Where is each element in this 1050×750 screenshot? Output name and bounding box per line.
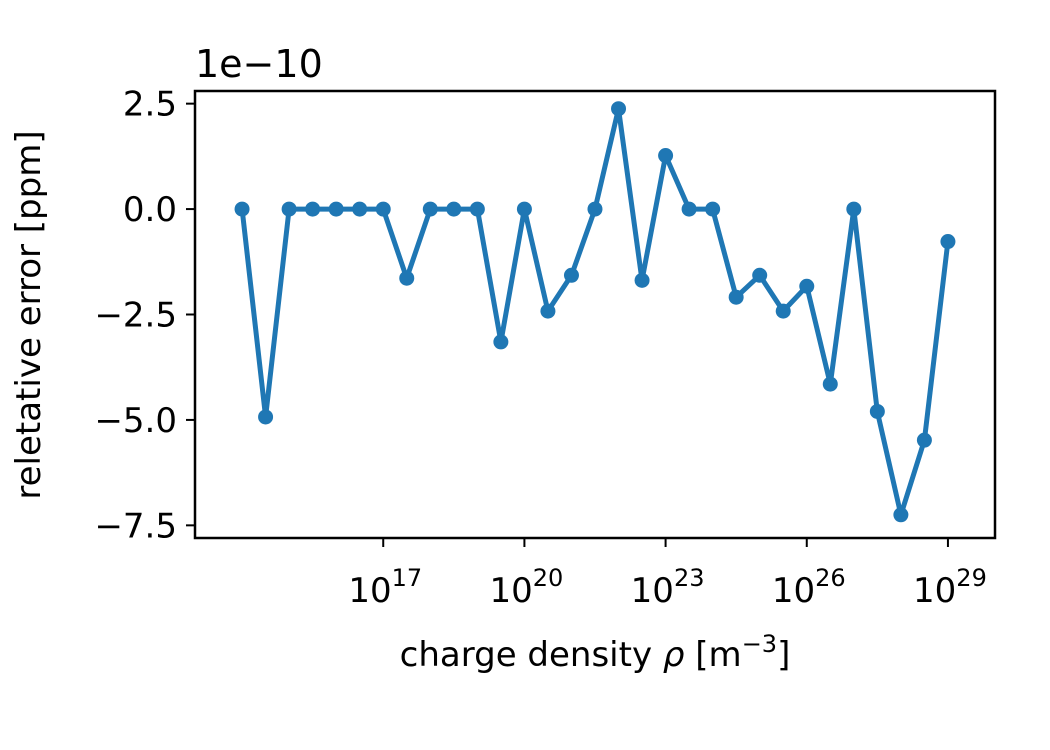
data-point [846,201,862,217]
y-tick-label: −2.5 [94,296,177,336]
data-point [728,289,744,305]
data-point [516,201,532,217]
series-line [239,106,951,518]
y-offset-label: 1e−10 [195,42,323,86]
data-point [775,303,791,319]
data-point [587,201,603,217]
plot-area [234,101,956,523]
data-point [422,201,438,217]
data-point [752,267,768,283]
data-point [281,201,297,217]
data-point [705,201,721,217]
y-tick-label: −7.5 [94,506,177,546]
data-point [258,409,274,425]
data-point [446,201,462,217]
x-tick-label: 1023 [631,564,705,611]
x-tick-label: 1026 [772,564,846,611]
data-point [822,376,838,392]
y-tick-label: −5.0 [94,401,177,441]
y-axis: 2.5 0.0 −2.5 −5.0 −7.5 [94,85,195,546]
y-tick-label: 0.0 [123,190,177,230]
data-point [658,148,674,164]
data-point [399,270,415,286]
x-tick-label: 1029 [913,564,987,611]
x-axis-label: charge density ρ [m−3] [400,630,791,675]
data-point [328,201,344,217]
data-point [869,403,885,419]
data-point [893,507,909,523]
plot-frame [193,89,997,540]
y-axis-label: reletative error [ppm] [9,130,49,499]
data-point [916,432,932,448]
data-point [563,267,579,283]
data-point [305,201,321,217]
data-point [540,303,556,319]
data-point [799,278,815,294]
data-point [611,101,627,117]
y-tick-label: 2.5 [123,85,177,125]
x-axis: 1017 1020 1023 1026 1029 [348,538,987,611]
x-tick-label: 1017 [348,564,422,611]
data-point [352,201,368,217]
data-point [940,234,956,250]
data-point [469,201,485,217]
data-point [634,272,650,288]
data-point [681,201,697,217]
data-point [375,201,391,217]
data-point [234,201,250,217]
data-point [493,334,509,350]
x-tick-label: 1020 [490,564,564,611]
